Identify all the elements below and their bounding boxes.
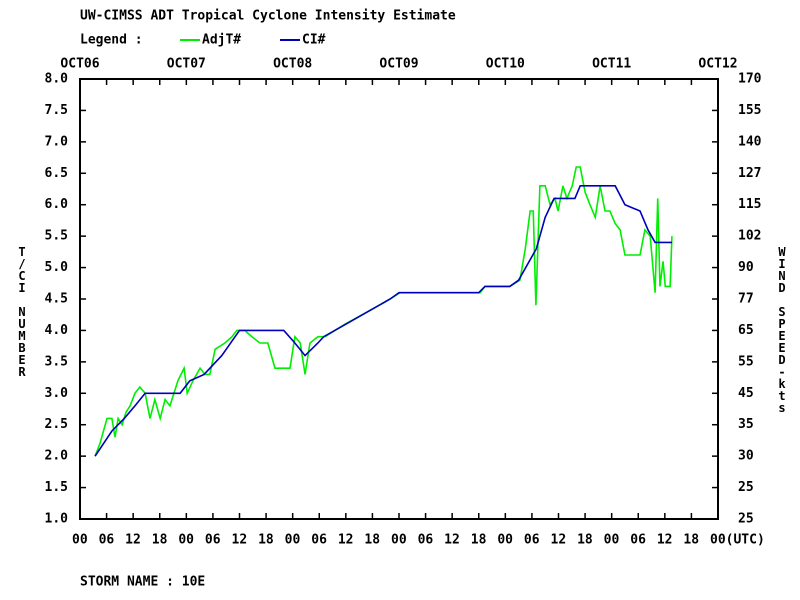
x-tick-label: 18 — [258, 533, 274, 548]
y2-tick-label: 90 — [738, 260, 754, 275]
legend-label: CI# — [302, 33, 326, 48]
y2-tick-label: 45 — [738, 386, 754, 401]
y2-tick-label: 102 — [738, 229, 761, 244]
y2-tick-label: 115 — [738, 197, 761, 212]
y-tick-label: 7.0 — [45, 134, 69, 149]
y2-tick-label: 77 — [738, 292, 754, 307]
x-tick-label: 06 — [630, 533, 646, 548]
x-tick-label: 12 — [125, 533, 141, 548]
chart-title: UW-CIMSS ADT Tropical Cyclone Intensity … — [80, 9, 456, 24]
day-label: OCT10 — [486, 57, 525, 72]
x-tick-label: 00 — [285, 533, 301, 548]
day-label: OCT09 — [379, 57, 418, 72]
x-tick-label: 18 — [471, 533, 487, 548]
series-line — [94, 185, 672, 457]
y-tick-label: 6.5 — [45, 166, 68, 181]
y-tick-label: 3.0 — [45, 386, 69, 401]
y-tick-label: 8.0 — [45, 72, 69, 87]
y-tick-label: 6.0 — [45, 197, 69, 212]
legend-label: Legend : — [80, 33, 143, 48]
y2-tick-label: 170 — [738, 72, 762, 87]
x-tick-label: 00(UTC) — [710, 533, 765, 548]
y2-tick-label: 155 — [738, 103, 761, 118]
x-tick-label: 06 — [99, 533, 115, 548]
y-tick-label: 4.5 — [45, 292, 68, 307]
day-label: OCT11 — [592, 57, 631, 72]
x-tick-label: 18 — [683, 533, 699, 548]
x-tick-label: 18 — [152, 533, 168, 548]
y-axis-label: T/CI NUMBER — [15, 245, 29, 377]
x-tick-label: 00 — [604, 533, 620, 548]
day-label: OCT12 — [698, 57, 737, 72]
x-tick-label: 06 — [311, 533, 327, 548]
x-tick-label: 00 — [72, 533, 88, 548]
y-tick-label: 2.5 — [45, 417, 68, 432]
x-tick-label: 12 — [338, 533, 354, 548]
day-label: OCT06 — [60, 57, 99, 72]
day-label: OCT07 — [167, 57, 206, 72]
y2-tick-label: 55 — [738, 354, 754, 369]
y-tick-label: 1.5 — [45, 480, 68, 495]
series-line — [94, 166, 673, 457]
x-tick-label: 00 — [178, 533, 194, 548]
x-tick-label: 06 — [205, 533, 221, 548]
plot-frame — [79, 78, 719, 520]
x-tick-label: 00 — [391, 533, 407, 548]
y-tick-label: 1.0 — [45, 512, 69, 527]
y2-tick-label: 25 — [738, 512, 754, 527]
y2-tick-label: 25 — [738, 480, 754, 495]
x-tick-label: 12 — [232, 533, 248, 548]
y-tick-label: 3.5 — [45, 354, 68, 369]
x-tick-label: 18 — [577, 533, 593, 548]
day-label: OCT08 — [273, 57, 312, 72]
y-tick-label: 2.0 — [45, 449, 69, 464]
x-tick-label: 12 — [444, 533, 460, 548]
x-tick-label: 06 — [524, 533, 540, 548]
x-tick-label: 18 — [364, 533, 380, 548]
y2-tick-label: 30 — [738, 449, 754, 464]
x-tick-label: 06 — [418, 533, 434, 548]
y-tick-label: 5.5 — [45, 229, 68, 244]
y-tick-label: 4.0 — [45, 323, 69, 338]
footer: STORM NAME : 10E — [80, 575, 205, 590]
y2-tick-label: 35 — [738, 417, 754, 432]
x-tick-label: 00 — [497, 533, 513, 548]
x-tick-label: 12 — [551, 533, 567, 548]
y2-tick-label: 65 — [738, 323, 754, 338]
y2-axis-label: WIND SPEED-kts — [775, 245, 789, 413]
y-tick-label: 5.0 — [45, 260, 69, 275]
y2-tick-label: 140 — [738, 134, 762, 149]
y-tick-label: 7.5 — [45, 103, 68, 118]
y2-tick-label: 127 — [738, 166, 761, 181]
x-tick-label: 12 — [657, 533, 673, 548]
legend-label: AdjT# — [202, 33, 241, 48]
